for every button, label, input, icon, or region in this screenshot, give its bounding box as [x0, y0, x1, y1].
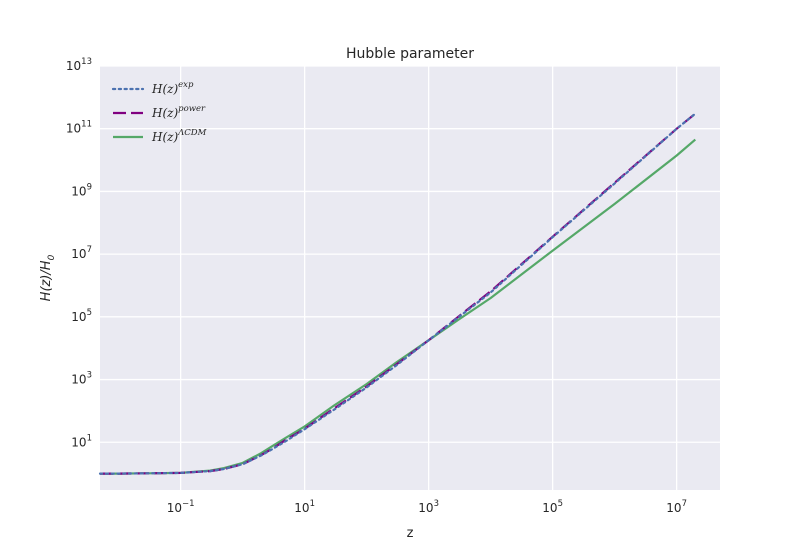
x-tick-label: 10−1: [167, 499, 195, 515]
x-tick-label: 107: [666, 499, 687, 515]
tick-labels: 10−1 101 103 105 107 101 103 105 107 109 1011 1013: [66, 57, 687, 515]
x-tick-label: 101: [294, 499, 315, 515]
y-tick-label: 107: [71, 245, 92, 261]
x-tick-label: 103: [418, 499, 439, 515]
y-tick-label: 109: [71, 182, 92, 198]
y-tick-label: 1011: [66, 120, 92, 136]
series-line-power: [100, 112, 696, 475]
y-tick-label: 103: [71, 371, 92, 387]
x-axis-label: z: [407, 526, 414, 541]
legend-label: H(z)power: [151, 104, 206, 120]
series-line-exp: [98, 112, 697, 475]
y-tick-label: 101: [71, 433, 92, 449]
legend-label: H(z)exp: [151, 80, 194, 96]
y-axis-label: H(z)/H0: [39, 254, 57, 301]
grid-lines: [100, 65, 720, 490]
y-tick-label: 1013: [66, 57, 92, 73]
legend-label: H(z)ΛCDM: [151, 128, 207, 144]
series-layer: [98, 112, 697, 475]
x-tick-label: 105: [542, 499, 563, 515]
chart-title: Hubble parameter: [346, 46, 474, 62]
legend: H(z)exp H(z)power H(z)ΛCDM: [111, 80, 207, 144]
plot-area: [100, 66, 720, 490]
y-tick-label: 105: [71, 308, 92, 324]
